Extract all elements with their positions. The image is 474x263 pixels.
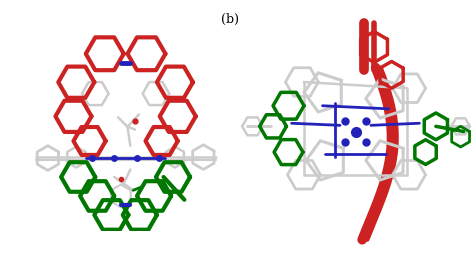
Text: (b): (b) bbox=[221, 13, 239, 26]
